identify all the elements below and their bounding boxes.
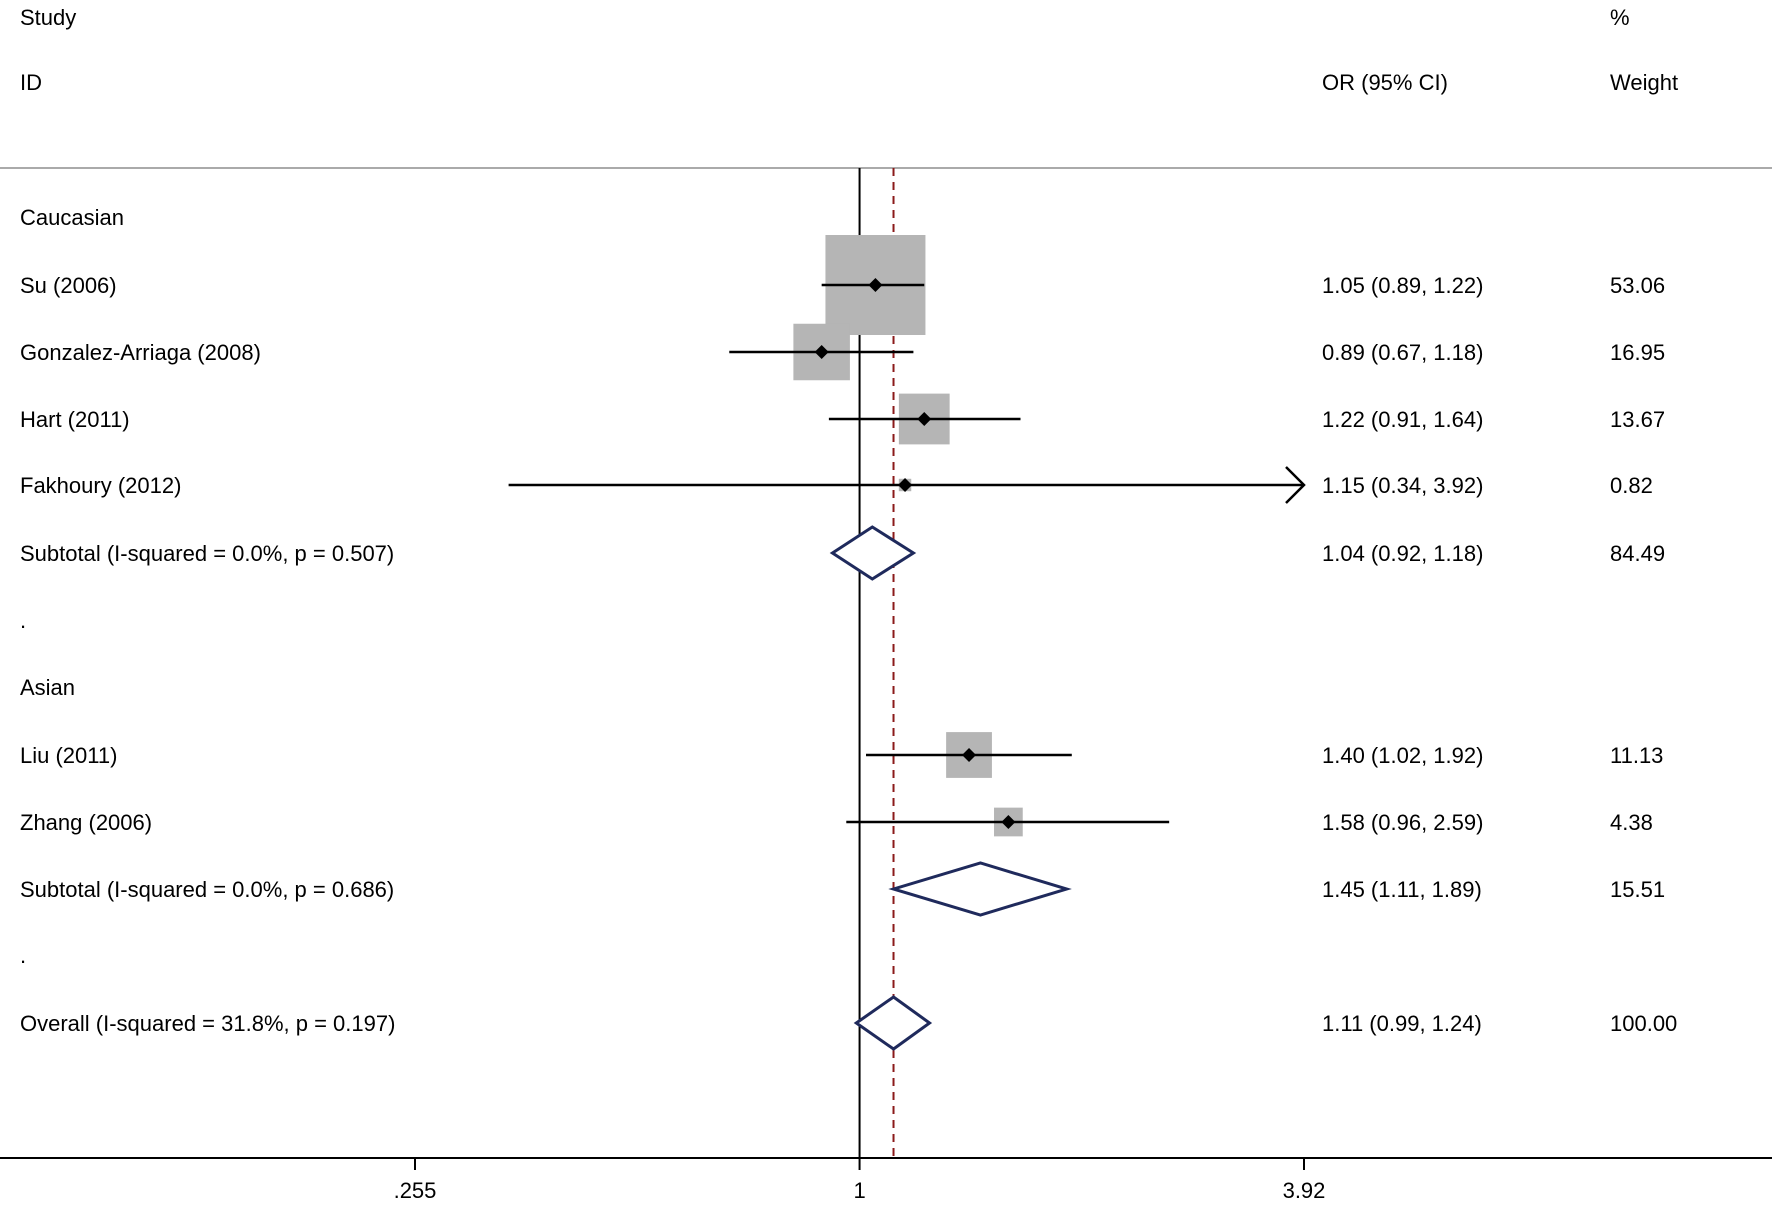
weight-value: 16.95 — [1610, 340, 1665, 365]
row-label: Zhang (2006) — [20, 810, 152, 835]
or-ci-value: 1.58 (0.96, 2.59) — [1322, 810, 1483, 835]
study-header: Study — [20, 5, 76, 30]
weight-value: 100.00 — [1610, 1011, 1677, 1036]
or-ci-value: 1.04 (0.92, 1.18) — [1322, 541, 1483, 566]
overall-diamond — [853, 995, 933, 1051]
id-header: ID — [20, 70, 42, 95]
or-ci-value: 1.11 (0.99, 1.24) — [1322, 1011, 1482, 1036]
weight-value: 4.38 — [1610, 810, 1653, 835]
forest-marks: Caucasian Su (2006) 1.05 (0.89, 1.22) 53.06… — [20, 168, 1677, 1158]
x-tick-label: 1 — [853, 1178, 865, 1203]
x-tick-label: 3.92 — [1283, 1178, 1326, 1203]
or-ci-value: 1.15 (0.34, 3.92) — [1322, 473, 1483, 498]
subtotal-diamond — [888, 861, 1072, 917]
row-label: Liu (2011) — [20, 743, 117, 768]
or-ci-value: 0.89 (0.67, 1.18) — [1322, 340, 1483, 365]
or-ci-header: OR (95% CI) — [1322, 70, 1448, 95]
weight-header: Weight — [1610, 70, 1678, 95]
point-estimate — [814, 345, 829, 359]
or-ci-value: 1.22 (0.91, 1.64) — [1322, 407, 1483, 432]
ci-arrow-icon — [1285, 466, 1306, 504]
x-tick-label: .255 — [394, 1178, 437, 1203]
point-estimate — [962, 748, 977, 762]
weight-value: 13.67 — [1610, 407, 1665, 432]
point-estimate — [898, 478, 913, 492]
weight-value: 0.82 — [1610, 473, 1653, 498]
column-headers: Study ID OR (95% CI) % Weight — [20, 5, 1678, 95]
row-label: Fakhoury (2012) — [20, 473, 181, 498]
percent-header: % — [1610, 5, 1630, 30]
or-ci-value: 1.45 (1.11, 1.89) — [1322, 877, 1482, 902]
or-ci-value: 1.40 (1.02, 1.92) — [1322, 743, 1483, 768]
weight-value: 84.49 — [1610, 541, 1665, 566]
weight-value: 11.13 — [1610, 743, 1663, 768]
spacer-label: . — [20, 608, 26, 633]
weight-value: 15.51 — [1610, 877, 1665, 902]
row-label: Subtotal (I-squared = 0.0%, p = 0.507) — [20, 541, 394, 566]
subtotal-diamond — [829, 525, 917, 581]
row-label: Subtotal (I-squared = 0.0%, p = 0.686) — [20, 877, 394, 902]
row-label: Gonzalez-Arriaga (2008) — [20, 340, 261, 365]
point-estimate — [917, 412, 932, 426]
weight-value: 53.06 — [1610, 273, 1665, 298]
group-label: Caucasian — [20, 205, 124, 230]
row-label: Su (2006) — [20, 273, 117, 298]
row-label: Overall (I-squared = 31.8%, p = 0.197) — [20, 1011, 395, 1036]
or-ci-value: 1.05 (0.89, 1.22) — [1322, 273, 1483, 298]
point-estimate — [868, 278, 883, 292]
spacer-label: . — [20, 943, 26, 968]
x-axis: .255 1 3.92 — [0, 1157, 1772, 1203]
group-label: Asian — [20, 675, 75, 700]
row-label: Hart (2011) — [20, 407, 130, 432]
point-estimate — [1001, 815, 1016, 829]
